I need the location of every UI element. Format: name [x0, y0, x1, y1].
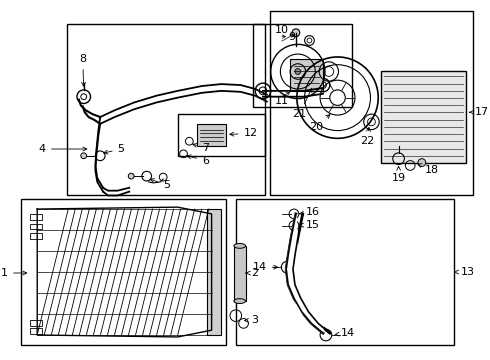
Text: 6: 6	[187, 155, 209, 166]
Bar	[30, 224, 42, 229]
Bar	[290, 59, 323, 91]
Bar	[270, 12, 473, 194]
Text: 15: 15	[299, 220, 319, 230]
Text: 17: 17	[469, 107, 489, 117]
Text: 14: 14	[253, 262, 278, 272]
Text: 12: 12	[230, 129, 258, 139]
Text: 11: 11	[274, 95, 289, 105]
Bar	[381, 72, 466, 163]
Bar	[30, 214, 42, 220]
Circle shape	[81, 153, 87, 159]
Bar	[67, 24, 265, 194]
Bar	[236, 199, 454, 345]
Text: 3: 3	[245, 315, 258, 325]
Text: 8: 8	[79, 54, 86, 86]
Text: 4: 4	[39, 144, 87, 154]
Circle shape	[418, 159, 426, 166]
Text: 16: 16	[299, 207, 319, 217]
Text: 19: 19	[392, 166, 406, 183]
Bar	[253, 24, 352, 107]
Text: 21: 21	[293, 89, 312, 119]
Text: 13: 13	[455, 267, 475, 277]
Bar	[30, 328, 42, 334]
Circle shape	[128, 173, 134, 179]
Bar	[30, 233, 42, 239]
Circle shape	[295, 69, 301, 75]
Ellipse shape	[234, 243, 245, 248]
Bar	[30, 320, 42, 326]
Bar	[178, 114, 265, 156]
Bar	[21, 199, 226, 345]
Text: 2: 2	[246, 268, 258, 278]
Text: 9: 9	[288, 32, 295, 42]
Text: 20: 20	[309, 114, 330, 132]
Text: 18: 18	[418, 164, 439, 175]
Text: 14: 14	[335, 328, 355, 338]
Ellipse shape	[234, 299, 245, 303]
Text: 7: 7	[193, 143, 209, 153]
Bar	[207, 209, 221, 335]
Polygon shape	[286, 214, 330, 333]
Bar	[197, 124, 226, 146]
Bar	[234, 246, 245, 301]
Polygon shape	[37, 207, 212, 337]
Text: 1: 1	[1, 268, 27, 278]
Text: 5: 5	[104, 144, 124, 154]
Circle shape	[292, 29, 300, 37]
Text: 22: 22	[360, 127, 374, 146]
Text: 5: 5	[150, 179, 170, 190]
Text: 10: 10	[274, 25, 289, 35]
